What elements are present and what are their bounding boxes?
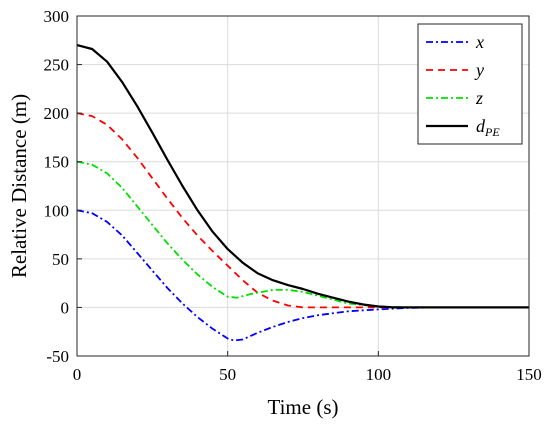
- y-tick-label: 250: [44, 56, 70, 75]
- y-tick-label: 0: [61, 298, 70, 317]
- legend-label-z: z: [475, 88, 483, 108]
- series-line-x: [76, 209, 529, 342]
- y-tick-label: -50: [46, 347, 69, 366]
- x-tick-label: 100: [366, 365, 392, 384]
- y-tick-label: 100: [44, 201, 70, 220]
- series-line-y: [76, 112, 529, 309]
- y-tick-label: 50: [52, 250, 69, 269]
- y-tick-label: 300: [44, 7, 70, 26]
- legend-label-subscript: PE: [484, 125, 500, 139]
- legend-label-main: z: [475, 88, 483, 108]
- y-axis-label: Relative Distance (m): [7, 94, 31, 278]
- legend-label-main: d: [476, 116, 486, 136]
- series-line-dpe: [76, 44, 529, 309]
- series-lines: [76, 44, 529, 342]
- legend-box: [417, 23, 523, 145]
- legend-label-y: y: [474, 60, 484, 80]
- y-tick-label: 200: [44, 104, 70, 123]
- legend-label-main: y: [474, 60, 484, 80]
- y-tick-label: 150: [44, 153, 70, 172]
- legend-label-main: x: [475, 32, 484, 52]
- legend-label-dpe: dPE: [476, 116, 500, 139]
- plot-area-border: [76, 15, 530, 357]
- x-tick-label: 0: [73, 365, 82, 384]
- series-line-z: [76, 160, 529, 309]
- x-tick-label: 150: [516, 365, 542, 384]
- x-axis-label: Time (s): [268, 395, 339, 419]
- x-tick-label: 50: [219, 365, 236, 384]
- legend-label-x: x: [475, 32, 484, 52]
